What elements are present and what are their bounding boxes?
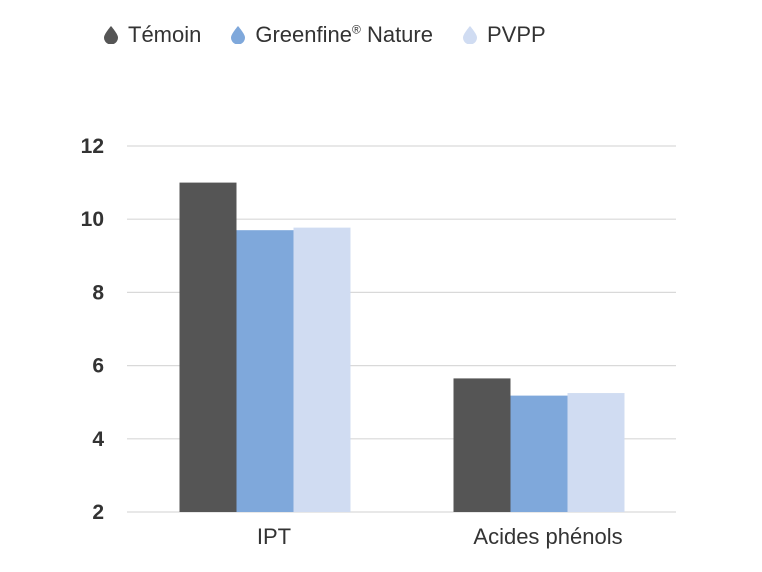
- drop-icon: [104, 26, 118, 44]
- legend-item-temoin: Témoin: [104, 22, 201, 48]
- y-tick-label: 6: [92, 355, 104, 378]
- bar-greenfine-nature: [510, 395, 568, 512]
- drop-icon: [462, 26, 477, 44]
- y-tick-label: 8: [92, 281, 104, 304]
- y-tick-label: 4: [92, 428, 104, 451]
- legend-item-greenfine: Greenfine® Nature: [231, 22, 433, 48]
- legend-label: Témoin: [128, 22, 202, 47]
- y-tick-label: 2: [92, 501, 104, 524]
- x-tick-label: IPT: [257, 524, 291, 549]
- bar-greenfine-nature: [236, 230, 294, 512]
- legend: Témoin Greenfine® Nature PVPP: [104, 22, 546, 48]
- y-tick-label: 12: [81, 135, 104, 158]
- bar-pvpp: [567, 393, 625, 512]
- legend-label: Greenfine® Nature: [255, 22, 433, 47]
- drop-icon: [231, 26, 246, 44]
- legend-item-pvpp: PVPP: [462, 22, 546, 48]
- y-tick-label: 10: [81, 208, 104, 231]
- bar-t-moin: [179, 182, 237, 512]
- x-tick-label: Acides phénols: [473, 524, 622, 549]
- bar-pvpp: [293, 227, 351, 513]
- legend-label: PVPP: [486, 22, 546, 47]
- bar-t-moin: [453, 378, 511, 512]
